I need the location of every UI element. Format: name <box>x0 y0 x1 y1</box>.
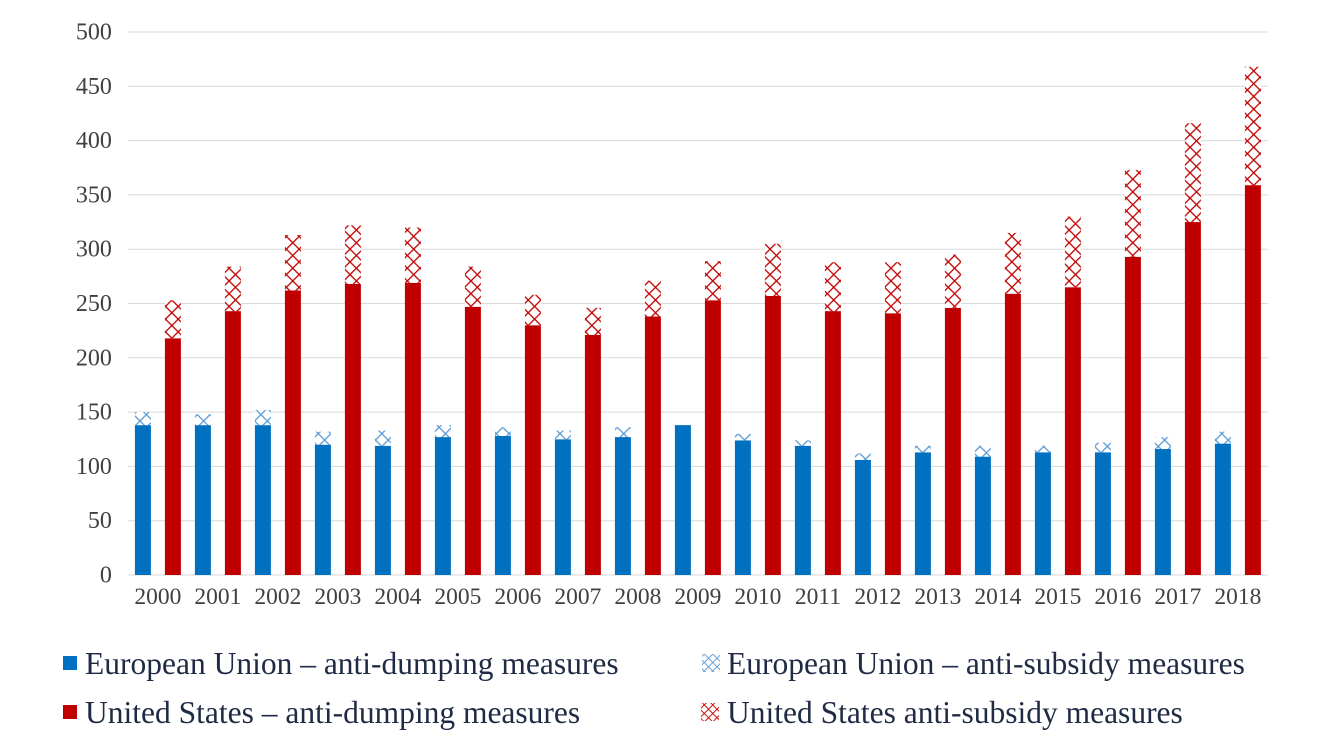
svg-text:100: 100 <box>76 454 112 480</box>
svg-text:2009: 2009 <box>674 584 721 610</box>
svg-text:2014: 2014 <box>974 584 1021 610</box>
svg-text:200: 200 <box>76 345 112 371</box>
svg-text:2011: 2011 <box>795 584 841 610</box>
svg-text:2018: 2018 <box>1214 584 1261 610</box>
svg-text:300: 300 <box>76 237 112 263</box>
svg-text:400: 400 <box>76 128 112 154</box>
svg-text:0: 0 <box>100 563 112 589</box>
svg-text:2007: 2007 <box>554 584 601 610</box>
svg-text:350: 350 <box>76 182 112 208</box>
svg-text:2005: 2005 <box>434 584 481 610</box>
svg-text:United States – anti-dumping m: United States – anti-dumping measures <box>85 695 580 730</box>
svg-text:2008: 2008 <box>614 584 661 610</box>
svg-text:2012: 2012 <box>854 584 901 610</box>
svg-text:2013: 2013 <box>914 584 961 610</box>
svg-text:2017: 2017 <box>1154 584 1201 610</box>
svg-text:250: 250 <box>76 291 112 317</box>
svg-text:150: 150 <box>76 400 112 426</box>
svg-text:2015: 2015 <box>1034 584 1081 610</box>
svg-text:2010: 2010 <box>734 584 781 610</box>
svg-text:2000: 2000 <box>134 584 181 610</box>
svg-text:2004: 2004 <box>374 584 421 610</box>
svg-text:2001: 2001 <box>194 584 241 610</box>
svg-text:United States anti-subsidy mea: United States anti-subsidy measures <box>727 695 1183 730</box>
svg-text:500: 500 <box>76 20 112 46</box>
svg-text:2003: 2003 <box>314 584 361 610</box>
svg-text:450: 450 <box>76 74 112 100</box>
svg-text:European Union – anti-subsidy: European Union – anti-subsidy measures <box>727 646 1245 681</box>
svg-text:2006: 2006 <box>494 584 541 610</box>
svg-text:2016: 2016 <box>1094 584 1141 610</box>
svg-text:50: 50 <box>88 508 112 534</box>
svg-text:European Union – anti-dumping: European Union – anti-dumping measures <box>85 646 619 681</box>
svg-text:2002: 2002 <box>254 584 301 610</box>
